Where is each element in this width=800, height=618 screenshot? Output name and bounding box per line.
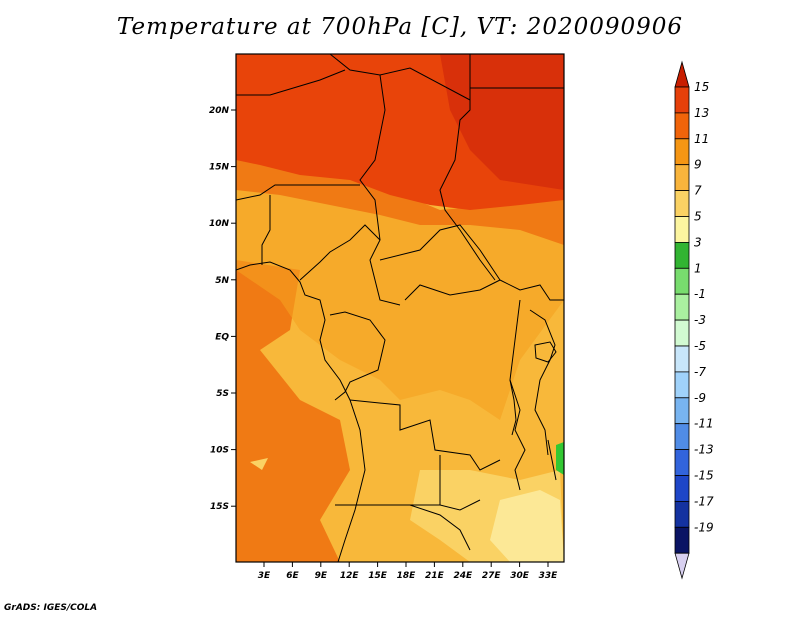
border-drc-angola: [349, 399, 501, 471]
lon-label: 27E: [482, 571, 502, 581]
colorbar-label: -19: [694, 520, 714, 534]
colorbar-segment: [674, 216, 690, 243]
lon-label: 33E: [539, 571, 559, 581]
map-frame: [235, 53, 565, 563]
lat-label: 5N: [215, 276, 229, 286]
borders: [236, 54, 564, 562]
border-south-sudan: [499, 279, 564, 301]
coastline-west-africa: [236, 261, 366, 562]
border-gabon-congo: [329, 311, 386, 401]
credit-label: GrADS: IGES/COLA: [4, 603, 98, 613]
lon-label: 6E: [286, 571, 299, 581]
colorbar-label: -7: [694, 365, 706, 379]
colorbar-segment: [674, 475, 690, 502]
latitude-axis: 20N 15N 10N 5N EQ 5S 10S 15S: [209, 106, 236, 512]
colorbar-label: 15: [694, 80, 709, 94]
colorbar-label: -13: [694, 443, 714, 457]
border-chad-sudan: [439, 100, 496, 281]
colorbar-label: 11: [694, 132, 709, 146]
lat-label: EQ: [215, 332, 229, 342]
colorbar-segment: [674, 397, 690, 425]
colorbar-label: 5: [694, 210, 702, 224]
colorbar-label: -5: [694, 339, 706, 353]
colorbar-segment: [674, 138, 690, 166]
lake-malawi: [547, 439, 557, 481]
colorbar-segment: [674, 267, 690, 295]
border-drc-east: [509, 299, 526, 491]
field-cool-spot-sw: [250, 458, 268, 470]
colorbar: 15 13 11 9 7 5 3 1 -1 -3 -5 -7 -9 -11 -13 -15 -17 -19: [674, 60, 714, 580]
lon-label: 9E: [315, 571, 328, 581]
colorbar-label: -1: [694, 287, 706, 301]
border-nigeria: [236, 184, 360, 265]
colorbar-segment: [674, 423, 690, 451]
colorbar-segment: [674, 371, 690, 399]
border-east-africa: [529, 309, 556, 456]
field-mid-west: [236, 180, 564, 420]
colorbar-segment: [674, 449, 690, 476]
border-cameroon: [299, 224, 401, 306]
colorbar-label: 3: [694, 235, 702, 249]
lon-label: 24E: [453, 571, 473, 581]
colorbar-label: 1: [694, 261, 702, 275]
longitude-axis: 3E 6E 9E 12E 15E 18E 21E 24E 27E 30E 33E: [258, 562, 558, 581]
field-pale-southeast: [490, 490, 564, 562]
colorbar-label: -9: [694, 391, 706, 405]
colorbar-segment: [674, 319, 690, 347]
lon-label: 12E: [340, 571, 360, 581]
colorbar-segment: [674, 241, 690, 269]
colorbar-segment: [674, 190, 690, 217]
colorbar-segment: [674, 526, 690, 554]
border-niger-chad: [236, 69, 386, 241]
colorbar-label: 9: [694, 158, 702, 172]
lon-label: 21E: [425, 571, 445, 581]
border-algeria-libya-north: [329, 54, 471, 101]
border-car: [379, 224, 501, 301]
colorbar-label: -11: [694, 417, 714, 431]
lat-label: 10N: [209, 219, 230, 229]
colorbar-label: -15: [694, 469, 714, 483]
colorbar-bottom-arrow: [674, 552, 690, 580]
colorbar-segment: [674, 500, 690, 528]
temperature-field: [236, 54, 564, 562]
lat-label: 5S: [216, 389, 229, 399]
lake-tanganyika: [509, 379, 517, 436]
colorbar-segment: [674, 112, 690, 140]
colorbar-label: -3: [694, 313, 706, 327]
border-angola-zambia: [410, 455, 481, 511]
lat-label: 10S: [210, 446, 229, 456]
colorbar-segment: [674, 345, 690, 373]
lat-label: 20N: [209, 106, 230, 116]
lat-label: 15N: [209, 163, 230, 173]
colorbar-label: -17: [694, 494, 714, 508]
field-green-patch: [556, 442, 564, 475]
colorbar-segment: [674, 293, 690, 321]
colorbar-label: 7: [694, 184, 702, 198]
colorbar-segment: [674, 164, 690, 191]
lon-label: 18E: [397, 571, 417, 581]
colorbar-top-arrow: [674, 60, 690, 88]
border-namibia: [335, 504, 471, 551]
lon-label: 30E: [510, 571, 530, 581]
lon-label: 3E: [258, 571, 271, 581]
colorbar-segment: [674, 86, 690, 114]
colorbar-label: 13: [694, 106, 709, 120]
field-warm-west-coast: [236, 260, 350, 562]
lat-label: 15S: [210, 502, 229, 512]
map-title: Temperature at 700hPa [C], VT: 202009090…: [116, 14, 684, 40]
lon-label: 15E: [368, 571, 388, 581]
lake-victoria: [534, 341, 557, 363]
